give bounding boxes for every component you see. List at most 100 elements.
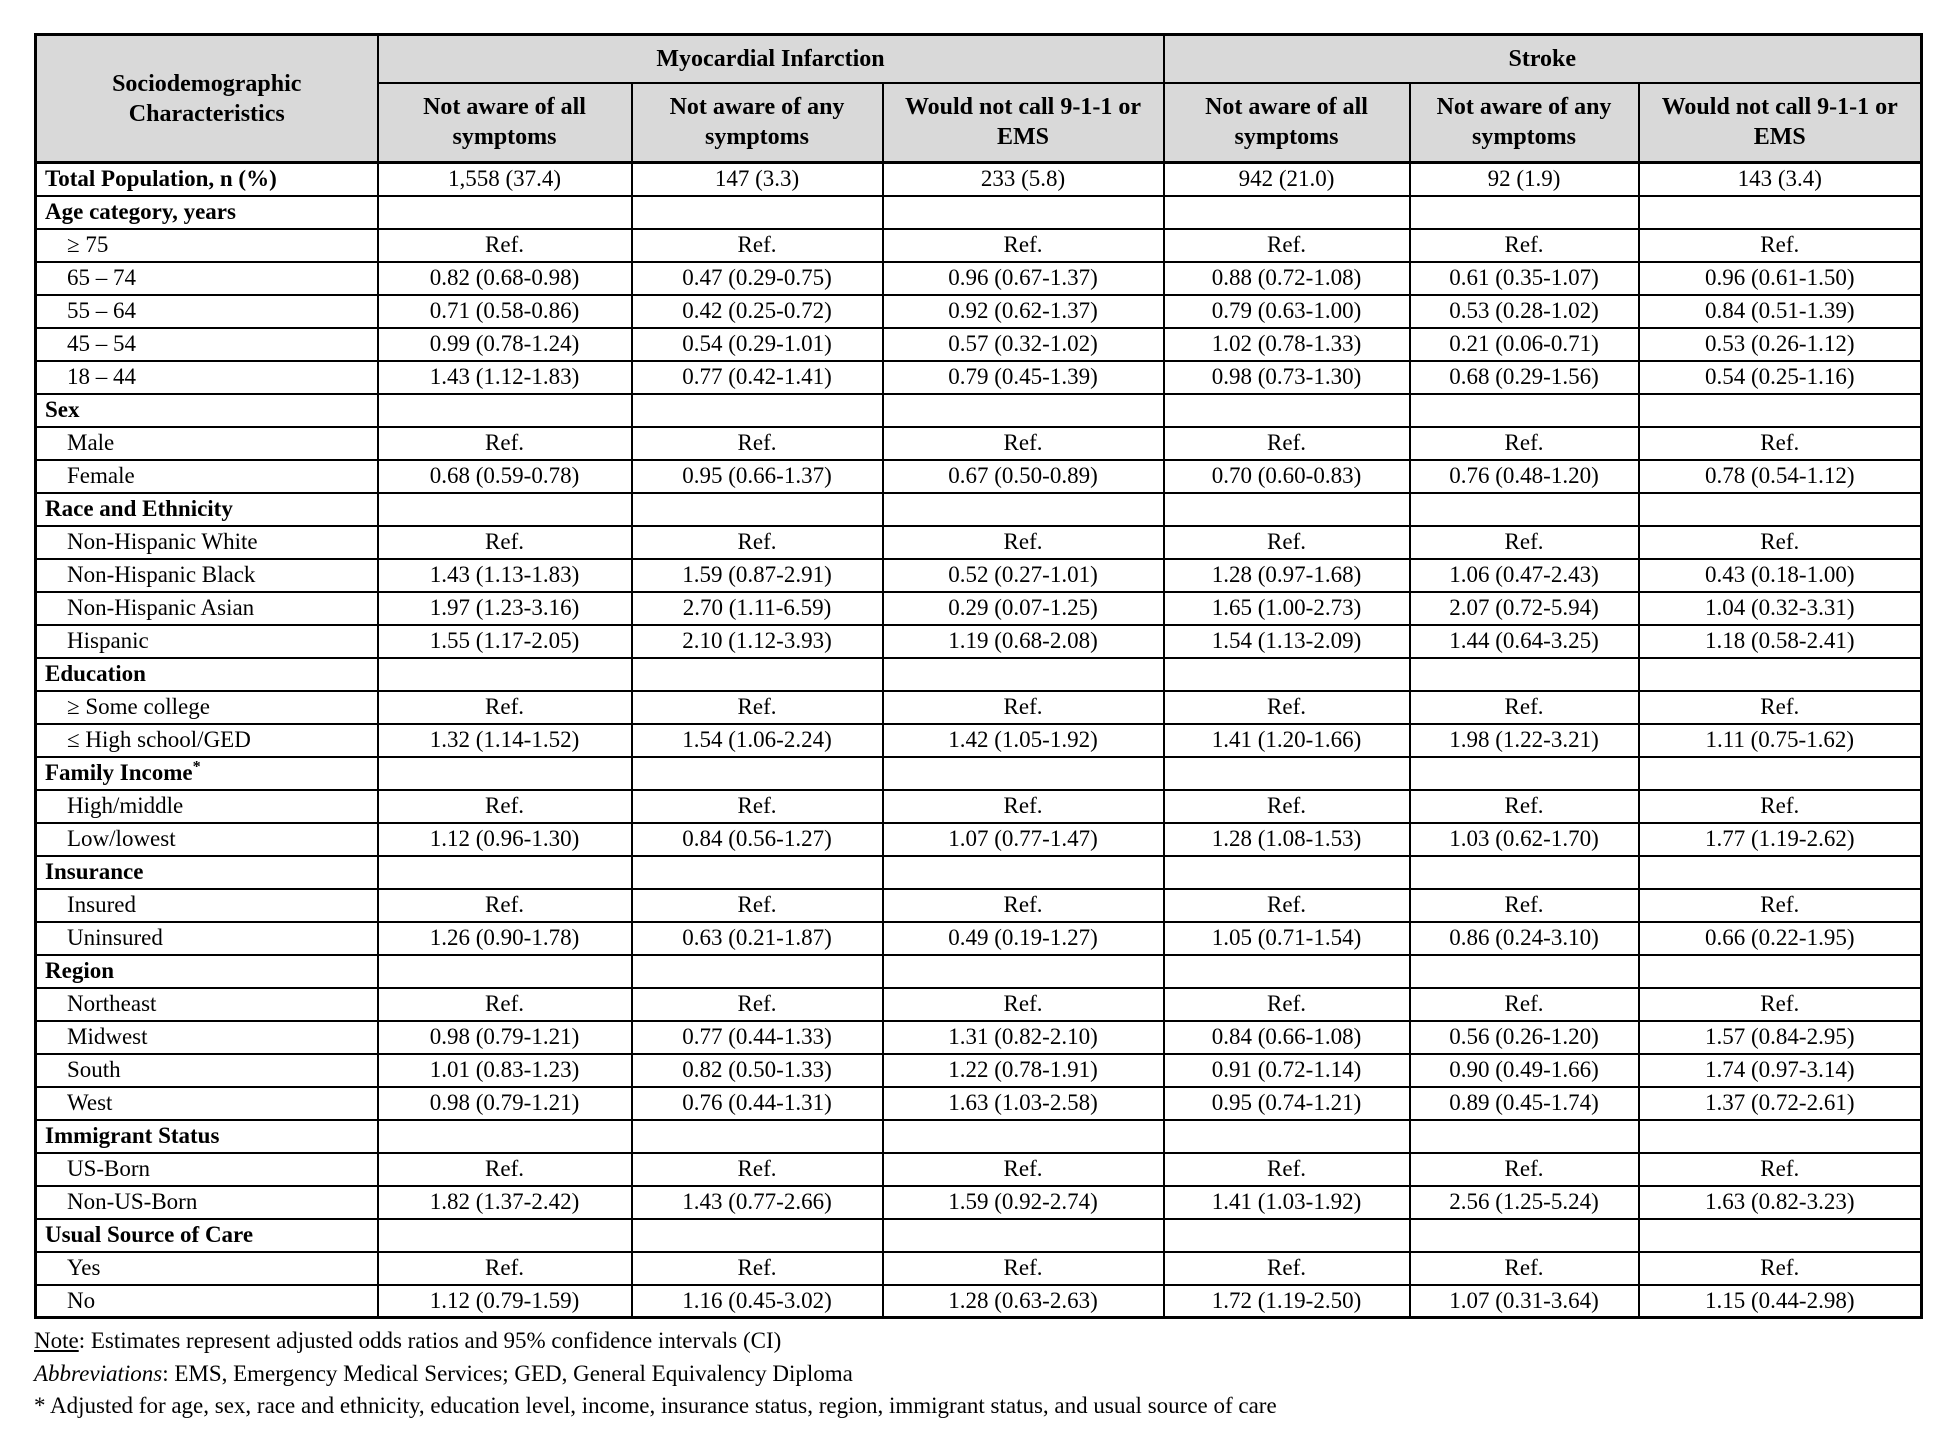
cell-value [630,1217,884,1253]
cell-value: 0.43 (0.18-1.00) [1637,557,1923,593]
cell-value: Ref. [1637,1250,1923,1286]
cell-value: 233 (5.8) [881,161,1165,197]
cell-value: 0.71 (0.58-0.86) [376,293,633,329]
cell-value: 0.84 (0.66-1.08) [1162,1019,1411,1055]
cell-value: 0.68 (0.59-0.78) [376,458,633,494]
cell-value [376,392,633,428]
row-label: High/middle [34,788,379,824]
cell-value: 0.84 (0.51-1.39) [1637,293,1923,329]
cell-value [630,392,884,428]
table-row: High/middle Ref. Ref. Ref. Ref. Ref. Ref. [34,788,1923,824]
cell-value [881,656,1165,692]
row-label: Race and Ethnicity [34,491,379,527]
cell-value: 0.95 (0.74-1.21) [1162,1085,1411,1121]
cell-value: Ref. [630,425,884,461]
table-row: Male Ref. Ref. Ref. Ref. Ref. Ref. [34,425,1923,461]
table-row: Northeast Ref. Ref. Ref. Ref. Ref. Ref. [34,986,1923,1022]
cell-value [881,491,1165,527]
cell-value: 1.57 (0.84-2.95) [1637,1019,1923,1055]
row-label: Female [34,458,379,494]
table-row: Total Population, n (%) 1,558 (37.4) 147 (… [34,161,1923,197]
row-label: Usual Source of Care [34,1217,379,1253]
cell-value [376,854,633,890]
cell-value [1637,755,1923,791]
cell-value: 0.98 (0.73-1.30) [1162,359,1411,395]
cell-value: 1.28 (1.08-1.53) [1162,821,1411,857]
row-label: Insurance [34,854,379,890]
cell-value: 1.54 (1.06-2.24) [630,722,884,758]
cell-value: Ref. [630,1250,884,1286]
cell-value [630,491,884,527]
cell-value: 0.78 (0.54-1.12) [1637,458,1923,494]
cell-value: Ref. [376,788,633,824]
cell-value: Ref. [376,689,633,725]
cell-value: 1.42 (1.05-1.92) [881,722,1165,758]
cell-value: 92 (1.9) [1408,161,1640,197]
cell-value: Ref. [1408,1151,1640,1187]
cell-value [881,1217,1165,1253]
cell-value: 2.70 (1.11-6.59) [630,590,884,626]
cell-value [1408,392,1640,428]
table-row: 65 – 74 0.82 (0.68-0.98) 0.47 (0.29-0.75) 0… [34,260,1923,296]
group-header-myocardial-infarction: Myocardial Infarction [376,33,1165,84]
cell-value [1637,1118,1923,1154]
cell-value: 0.63 (0.21-1.87) [630,920,884,956]
cell-value [1162,755,1411,791]
cell-value: 1.77 (1.19-2.62) [1637,821,1923,857]
cell-value: Ref. [881,1250,1165,1286]
footnotes: Note: Estimates represent adjusted odds … [34,1325,1954,1423]
cell-value: 0.61 (0.35-1.07) [1408,260,1640,296]
cell-value: 0.96 (0.61-1.50) [1637,260,1923,296]
cell-value: 0.89 (0.45-1.74) [1408,1085,1640,1121]
table-row: Immigrant Status [34,1118,1923,1154]
cell-value: 2.10 (1.12-3.93) [630,623,884,659]
cell-value: 1.05 (0.71-1.54) [1162,920,1411,956]
cell-value: 1.12 (0.79-1.59) [376,1283,633,1319]
row-label: Hispanic [34,623,379,659]
cell-value [1637,854,1923,890]
cell-value: 1.19 (0.68-2.08) [881,623,1165,659]
cell-value: Ref. [1162,227,1411,263]
row-label: Family Income* [34,755,379,791]
cell-value: 1.16 (0.45-3.02) [630,1283,884,1319]
cell-value: Ref. [1637,788,1923,824]
cell-value: 0.54 (0.29-1.01) [630,326,884,362]
table-row: Non-Hispanic Black 1.43 (1.13-1.83) 1.59 (… [34,557,1923,593]
table-row: Hispanic 1.55 (1.17-2.05) 2.10 (1.12-3.93)… [34,623,1923,659]
cell-value: 0.66 (0.22-1.95) [1637,920,1923,956]
row-label: 65 – 74 [34,260,379,296]
cell-value: 1.98 (1.22-3.21) [1408,722,1640,758]
cell-value: Ref. [881,524,1165,560]
cell-value: Ref. [1162,887,1411,923]
cell-value [881,755,1165,791]
cell-value: Ref. [376,1151,633,1187]
table-row: Region [34,953,1923,989]
cell-value: 0.95 (0.66-1.37) [630,458,884,494]
cell-value: 1.04 (0.32-3.31) [1637,590,1923,626]
cell-value: 0.54 (0.25-1.16) [1637,359,1923,395]
cell-value [881,854,1165,890]
table-row: Non-Hispanic Asian 1.97 (1.23-3.16) 2.70 (… [34,590,1923,626]
footnote-note-label: Note [34,1328,79,1353]
cell-value: Ref. [1408,887,1640,923]
row-label: West [34,1085,379,1121]
row-label: Uninsured [34,920,379,956]
cell-value: 1.54 (1.13-2.09) [1162,623,1411,659]
row-label: Non-Hispanic Asian [34,590,379,626]
row-label: Sex [34,392,379,428]
table-body: Total Population, n (%) 1,558 (37.4) 147 (… [34,161,1923,1319]
cell-value [376,194,633,230]
cell-value: 0.49 (0.19-1.27) [881,920,1165,956]
cell-value [376,953,633,989]
cell-value: 0.56 (0.26-1.20) [1408,1019,1640,1055]
row-label: Non-Hispanic Black [34,557,379,593]
cell-value: 1.03 (0.62-1.70) [1408,821,1640,857]
cell-value: Ref. [1162,689,1411,725]
cell-value: 1.22 (0.78-1.91) [881,1052,1165,1088]
cell-value: 143 (3.4) [1637,161,1923,197]
subheader-stroke-not-aware-all: Not aware of all symptoms [1162,81,1411,164]
cell-value: Ref. [376,887,633,923]
cell-value: 1.63 (1.03-2.58) [881,1085,1165,1121]
cell-value: 1.65 (1.00-2.73) [1162,590,1411,626]
cell-value: 1.12 (0.96-1.30) [376,821,633,857]
